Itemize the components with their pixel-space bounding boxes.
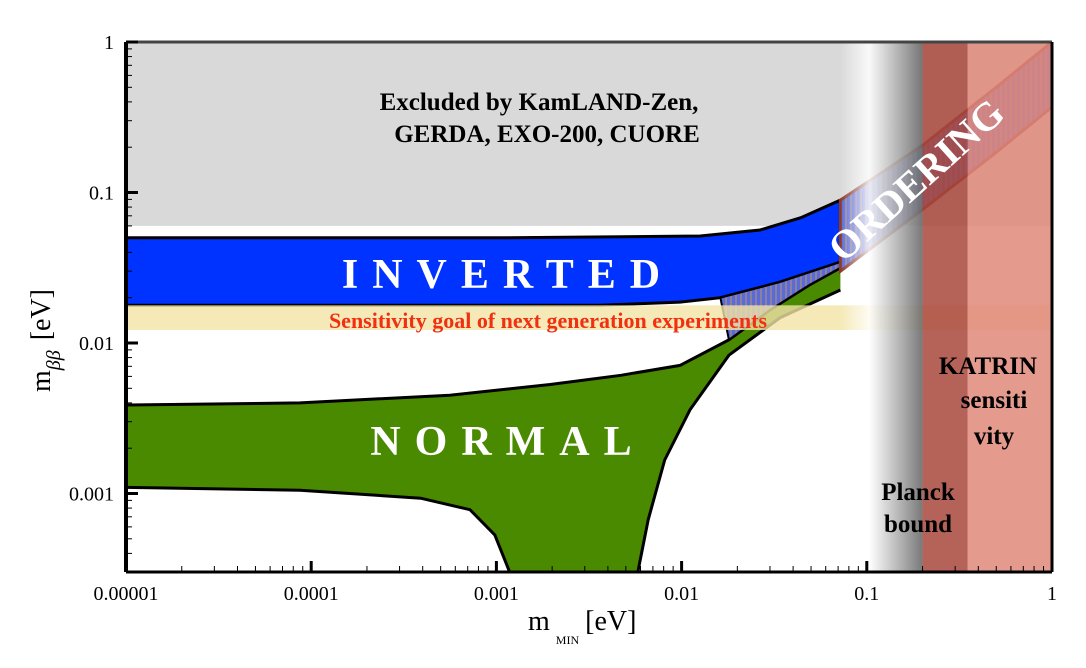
planck-bound-region: [840, 42, 923, 572]
katrin-label-line1: KATRIN: [939, 353, 1037, 380]
planck-label-line2: bound: [884, 511, 952, 538]
x-tick-label: 0.1: [854, 583, 879, 605]
normal-band: [126, 267, 841, 572]
x-tick-label: 0.001: [474, 583, 519, 605]
x-tick-label: 1: [1047, 583, 1057, 605]
planck-label-line1: Planck: [881, 479, 955, 506]
y-tick-label: 0.1: [89, 183, 114, 205]
x-tick-label: 0.0001: [284, 583, 339, 605]
excluded-label-line1: Excluded by KamLAND-Zen,: [380, 89, 699, 116]
katrin-light-region: [967, 42, 1052, 572]
normal-label: NORMAL: [370, 419, 645, 465]
katrin-label-line2: sensiti: [961, 387, 1028, 414]
y-tick-label: 0.001: [69, 484, 114, 506]
x-tick-label: 0.01: [664, 583, 699, 605]
y-tick-label: 0.01: [79, 333, 114, 355]
katrin-dark-region: [922, 42, 968, 572]
normal-lower-left-edge: [126, 485, 512, 572]
x-tick-label: 0.00001: [94, 583, 159, 605]
x-axis-label: mMIN[eV]: [528, 606, 636, 647]
inverted-label: INVERTED: [342, 252, 674, 298]
excluded-label-line2: GERDA, EXO-200, CUORE: [394, 121, 700, 148]
katrin-label-line3: vity: [974, 423, 1015, 450]
y-tick-label: 1: [104, 32, 114, 54]
sensitivity-label: Sensitivity goal of next generation expe…: [329, 308, 768, 333]
y-axis-label: mββ[eV]: [26, 289, 65, 392]
